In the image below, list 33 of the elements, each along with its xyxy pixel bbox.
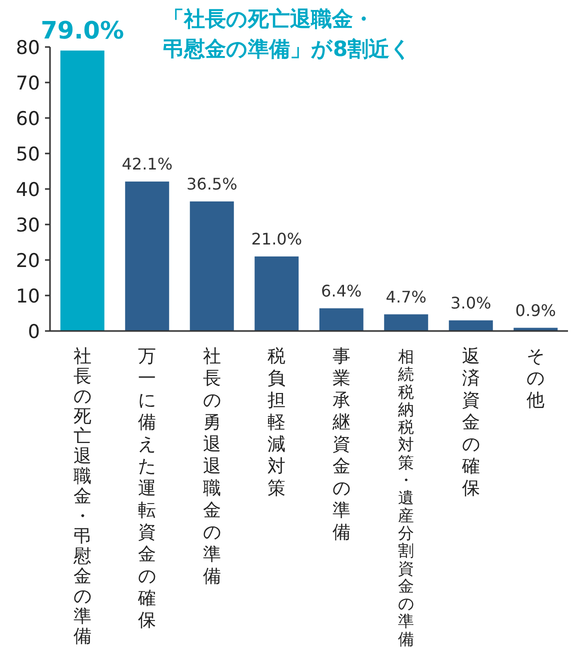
- data-label: 36.5%: [186, 174, 238, 194]
- category-label: 万一に備えた運転資金の確保: [138, 346, 156, 631]
- y-tick-label: 20: [16, 250, 40, 272]
- data-label: 3.0%: [450, 293, 492, 312]
- y-tick-label: 0: [28, 321, 40, 343]
- data-label: 21.0%: [251, 229, 302, 248]
- y-tick-label: 70: [16, 72, 40, 94]
- y-tick-label: 30: [16, 214, 40, 236]
- chart-title: 「社長の死亡退職金・弔慰金の準備」が8割近く: [163, 7, 412, 61]
- y-tick-label: 40: [16, 179, 40, 201]
- bar: [60, 50, 104, 331]
- data-label: 42.1%: [122, 154, 173, 174]
- data-label: 79.0%: [40, 16, 124, 45]
- x-tick-label: 税負担軽減対策: [268, 346, 286, 499]
- y-tick-label: 60: [16, 108, 40, 130]
- bar: [384, 314, 428, 331]
- data-label: 6.4%: [321, 281, 362, 300]
- y-tick-label: 50: [16, 144, 40, 166]
- x-tick-label: その他: [526, 346, 545, 411]
- x-tick-label: 返済資金の確保: [460, 346, 480, 499]
- y-tick-label: 10: [16, 286, 40, 308]
- bar: [448, 320, 493, 331]
- data-label: 0.9%: [515, 300, 556, 320]
- category-label: 相続税納税対策・遺産分割資金の準備: [398, 347, 414, 647]
- data-label: 4.7%: [386, 287, 426, 306]
- bar: [254, 256, 299, 331]
- bar: [125, 182, 170, 331]
- category-label: 社長の勇退退職金の準備: [202, 346, 221, 587]
- bar: [319, 308, 364, 331]
- y-tick-label: 80: [16, 37, 40, 59]
- bar: [190, 201, 234, 331]
- category-label: 事業承継資金の準備: [332, 346, 350, 543]
- category-label: 社長の死亡退職金・弔慰金の準備: [73, 346, 92, 647]
